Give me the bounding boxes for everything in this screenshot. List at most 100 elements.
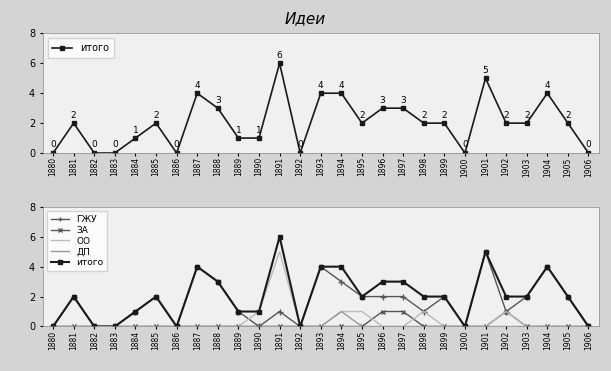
ДП bbox=[70, 324, 78, 329]
ДП bbox=[296, 324, 304, 329]
ГЖУ bbox=[214, 279, 221, 284]
ДП bbox=[235, 324, 242, 329]
Text: 0: 0 bbox=[585, 141, 591, 150]
ЗА bbox=[482, 324, 489, 329]
ЗА bbox=[70, 324, 78, 329]
ГЖУ bbox=[49, 324, 57, 329]
Text: 4: 4 bbox=[338, 81, 344, 90]
Text: 2: 2 bbox=[565, 111, 571, 119]
ЗА bbox=[49, 324, 57, 329]
ЗА bbox=[152, 324, 159, 329]
ОО bbox=[502, 309, 510, 314]
итого bbox=[255, 309, 263, 314]
Text: 1: 1 bbox=[235, 125, 241, 135]
ГЖУ bbox=[296, 324, 304, 329]
ГЖУ bbox=[235, 309, 242, 314]
ГЖУ bbox=[70, 294, 78, 299]
Text: 2: 2 bbox=[359, 111, 365, 119]
ОО bbox=[49, 324, 57, 329]
итого bbox=[90, 324, 98, 329]
ГЖУ bbox=[502, 309, 510, 314]
ДП bbox=[358, 324, 365, 329]
ДП bbox=[132, 324, 139, 329]
ОО bbox=[235, 324, 242, 329]
ОО bbox=[296, 324, 304, 329]
ЗА bbox=[296, 324, 304, 329]
ОО bbox=[585, 324, 592, 329]
ОО bbox=[111, 324, 119, 329]
ЗА bbox=[90, 324, 98, 329]
ГЖУ bbox=[400, 294, 407, 299]
ГЖУ bbox=[523, 294, 530, 299]
Text: 0: 0 bbox=[298, 141, 303, 150]
ЗА bbox=[317, 324, 324, 329]
итого bbox=[317, 265, 324, 269]
ДП bbox=[338, 309, 345, 314]
ОО bbox=[152, 324, 159, 329]
ДП bbox=[276, 324, 284, 329]
ОО bbox=[420, 309, 428, 314]
итого bbox=[585, 324, 592, 329]
ЗА bbox=[111, 324, 119, 329]
Text: 3: 3 bbox=[400, 96, 406, 105]
ДП bbox=[214, 324, 221, 329]
ДП bbox=[400, 324, 407, 329]
итого bbox=[400, 279, 407, 284]
Line: ОО: ОО bbox=[53, 252, 588, 326]
ГЖУ bbox=[358, 294, 365, 299]
ГЖУ bbox=[461, 324, 469, 329]
ОО bbox=[441, 324, 448, 329]
ГЖУ bbox=[194, 265, 201, 269]
итого bbox=[502, 294, 510, 299]
итого bbox=[152, 294, 159, 299]
ЗА bbox=[194, 324, 201, 329]
итого bbox=[544, 265, 551, 269]
итого bbox=[441, 294, 448, 299]
ГЖУ bbox=[441, 294, 448, 299]
ДП bbox=[523, 324, 530, 329]
ОО bbox=[461, 324, 469, 329]
Text: 0: 0 bbox=[92, 141, 97, 150]
ОО bbox=[338, 309, 345, 314]
Legend: ГЖУ, ЗА, ОО, ДП, итого: ГЖУ, ЗА, ОО, ДП, итого bbox=[47, 211, 107, 271]
ЗА bbox=[338, 324, 345, 329]
итого bbox=[358, 294, 365, 299]
ДП bbox=[194, 324, 201, 329]
Line: ЗА: ЗА bbox=[51, 309, 591, 329]
итого bbox=[461, 324, 469, 329]
ДП bbox=[49, 324, 57, 329]
ГЖУ bbox=[132, 309, 139, 314]
ОО bbox=[544, 324, 551, 329]
ЗА bbox=[173, 324, 180, 329]
итого bbox=[235, 309, 242, 314]
ГЖУ bbox=[276, 309, 284, 314]
итого bbox=[523, 294, 530, 299]
ОО bbox=[358, 309, 365, 314]
ЗА bbox=[132, 324, 139, 329]
ЗА bbox=[358, 324, 365, 329]
Text: 0: 0 bbox=[112, 141, 118, 150]
ГЖУ bbox=[544, 265, 551, 269]
итого bbox=[111, 324, 119, 329]
итого bbox=[132, 309, 139, 314]
ЗА bbox=[276, 324, 284, 329]
итого bbox=[70, 294, 78, 299]
итого bbox=[338, 265, 345, 269]
Text: 3: 3 bbox=[379, 96, 386, 105]
ДП bbox=[564, 324, 571, 329]
ЗА bbox=[420, 324, 428, 329]
ГЖУ bbox=[585, 324, 592, 329]
ЗА bbox=[235, 324, 242, 329]
ДП bbox=[152, 324, 159, 329]
Text: 5: 5 bbox=[483, 66, 488, 75]
ДП bbox=[90, 324, 98, 329]
ДП bbox=[585, 324, 592, 329]
ГЖУ bbox=[338, 279, 345, 284]
ЗА bbox=[255, 324, 263, 329]
ГЖУ bbox=[379, 294, 386, 299]
ОО bbox=[90, 324, 98, 329]
ДП bbox=[111, 324, 119, 329]
Text: 2: 2 bbox=[71, 111, 76, 119]
итого bbox=[420, 294, 428, 299]
итого bbox=[296, 324, 304, 329]
